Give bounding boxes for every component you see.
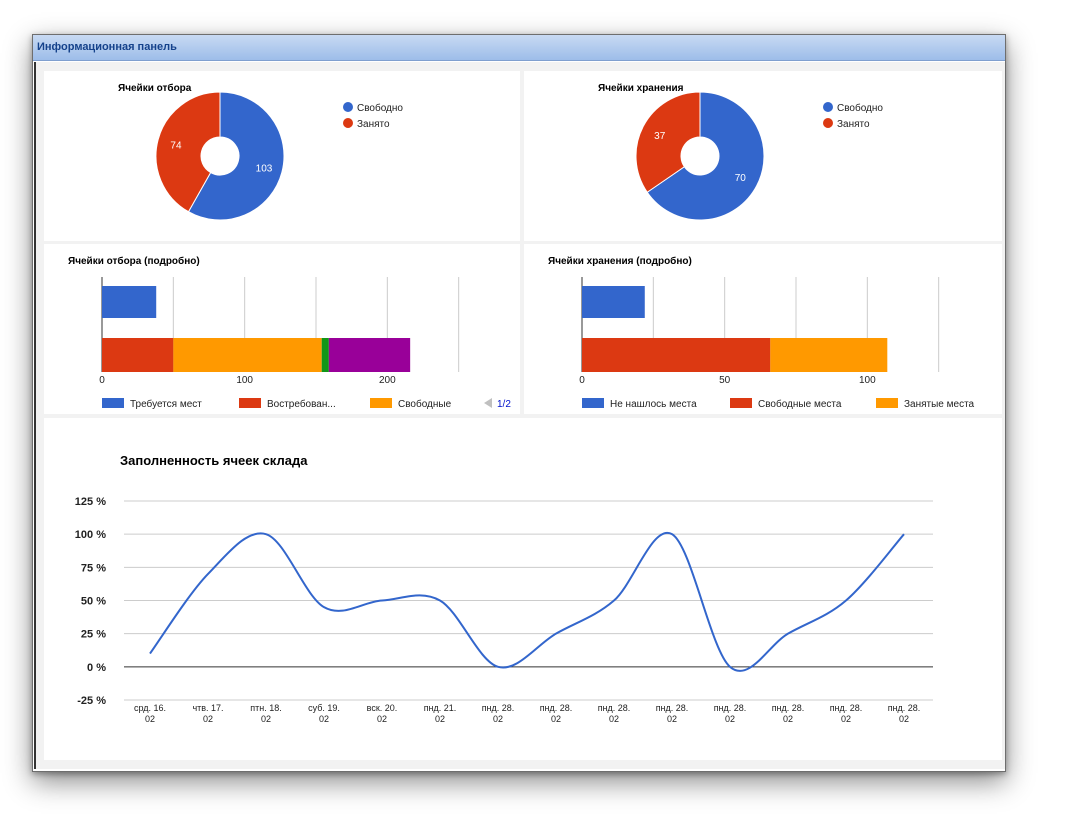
- slice-data-label: 74: [170, 140, 182, 151]
- window-title: Информационная панель: [37, 41, 177, 53]
- y-tick-label: 50 %: [81, 596, 106, 608]
- x-tick-label: суб. 19. 02: [308, 703, 340, 724]
- x-tick-label: пнд. 28. 02: [830, 703, 863, 724]
- series-line: [150, 533, 904, 671]
- y-tick-label: 25 %: [81, 629, 106, 641]
- x-tick-label: пнд. 21. 02: [424, 703, 457, 724]
- legend-marker: [102, 398, 124, 408]
- x-tick-label: пнд. 28. 02: [656, 703, 689, 724]
- x-tick-label: пнд. 28. 02: [598, 703, 631, 724]
- legend-marker: [730, 398, 752, 408]
- pager-label: 1/2: [497, 399, 511, 410]
- x-tick-label: 0: [579, 375, 585, 386]
- y-tick-label: 125 %: [75, 496, 106, 508]
- x-tick-label: пнд. 28. 02: [888, 703, 921, 724]
- y-tick-label: 0 %: [87, 662, 106, 674]
- bar-segment: [329, 338, 410, 372]
- dashboard-frame: Ячейки отбора 103 74 Свободно Занято Ячейки…: [34, 62, 1005, 769]
- slice-data-label: 37: [654, 131, 666, 142]
- storage-cells-donut-chart: 70 37 Свободно Занято: [524, 71, 1002, 241]
- legend-label: Занято: [357, 119, 390, 130]
- legend-label: Занятые места: [904, 399, 975, 410]
- x-tick-label: срд. 16. 02: [134, 703, 166, 724]
- x-tick-label: чтв. 17. 02: [192, 703, 223, 724]
- legend-marker: [823, 118, 833, 128]
- x-tick-label: 100: [859, 375, 876, 386]
- bar-segment: [582, 338, 770, 372]
- bar-segment: [770, 338, 887, 372]
- legend-marker: [239, 398, 261, 408]
- bar-segment: [102, 338, 173, 372]
- panel-fill-level: Заполненность ячеек склада -25 % 0 % 25 % 5…: [44, 418, 1002, 760]
- y-tick-label: 75 %: [81, 562, 106, 574]
- bar-segment: [322, 338, 329, 372]
- slice-data-label: 70: [735, 173, 747, 184]
- fill-level-line-chart: -25 % 0 % 25 % 50 % 75 % 100 % 125 % срд. 16. 02…: [44, 418, 1002, 760]
- pick-cells-donut-chart: 103 74 Свободно Занято: [44, 71, 520, 241]
- legend-label: Востребован...: [267, 398, 336, 410]
- pick-detail-bar-chart: 0100200300Требуется местВостребован...Св…: [44, 244, 520, 414]
- panel-pick-detail: Ячейки отбора (подробно) 0100200300Требу…: [44, 244, 520, 414]
- slice-data-label: 103: [256, 164, 273, 175]
- bar-segment: [102, 286, 156, 318]
- legend-label: Свободно: [357, 102, 403, 114]
- x-tick-label: пнд. 28. 02: [714, 703, 747, 724]
- legend-marker: [876, 398, 898, 408]
- x-tick-label: 0: [99, 375, 105, 386]
- legend-label: Свободные: [398, 398, 452, 410]
- legend-label: Свободные места: [758, 398, 842, 410]
- x-tick-label: пнд. 28. 02: [482, 703, 515, 724]
- legend-label: Занято: [837, 119, 870, 130]
- bar-segment: [173, 338, 321, 372]
- pager-prev-icon: [484, 398, 492, 408]
- legend-marker: [343, 118, 353, 128]
- legend-marker: [343, 102, 353, 112]
- y-tick-label: -25 %: [77, 695, 106, 707]
- x-tick-label: пнд. 28. 02: [540, 703, 573, 724]
- legend-marker: [582, 398, 604, 408]
- legend-marker: [823, 102, 833, 112]
- panel-storage-cells: Ячейки хранения 70 37 Свободно Занято: [524, 71, 1002, 241]
- x-tick-label: вск. 20. 02: [367, 703, 398, 724]
- window-titlebar: Информационная панель: [33, 35, 1005, 61]
- x-tick-label: 100: [236, 375, 253, 386]
- dashboard-window: Информационная панель Ячейки отбора 103 7…: [32, 34, 1006, 772]
- panel-pick-cells: Ячейки отбора 103 74 Свободно Занято: [44, 71, 520, 241]
- bar-segment: [582, 286, 645, 318]
- x-tick-label: 50: [719, 375, 731, 386]
- legend-label: Требуется мест: [130, 398, 202, 410]
- x-tick-label: птн. 18. 02: [250, 703, 281, 724]
- legend-marker: [370, 398, 392, 408]
- x-tick-label: пнд. 28. 02: [772, 703, 805, 724]
- panel-storage-detail: Ячейки хранения (подробно) 050100150Не н…: [524, 244, 1002, 414]
- legend-label: Не нашлось места: [610, 399, 697, 410]
- legend-label: Свободно: [837, 102, 883, 114]
- x-tick-label: 200: [379, 375, 396, 386]
- y-tick-label: 100 %: [75, 529, 106, 541]
